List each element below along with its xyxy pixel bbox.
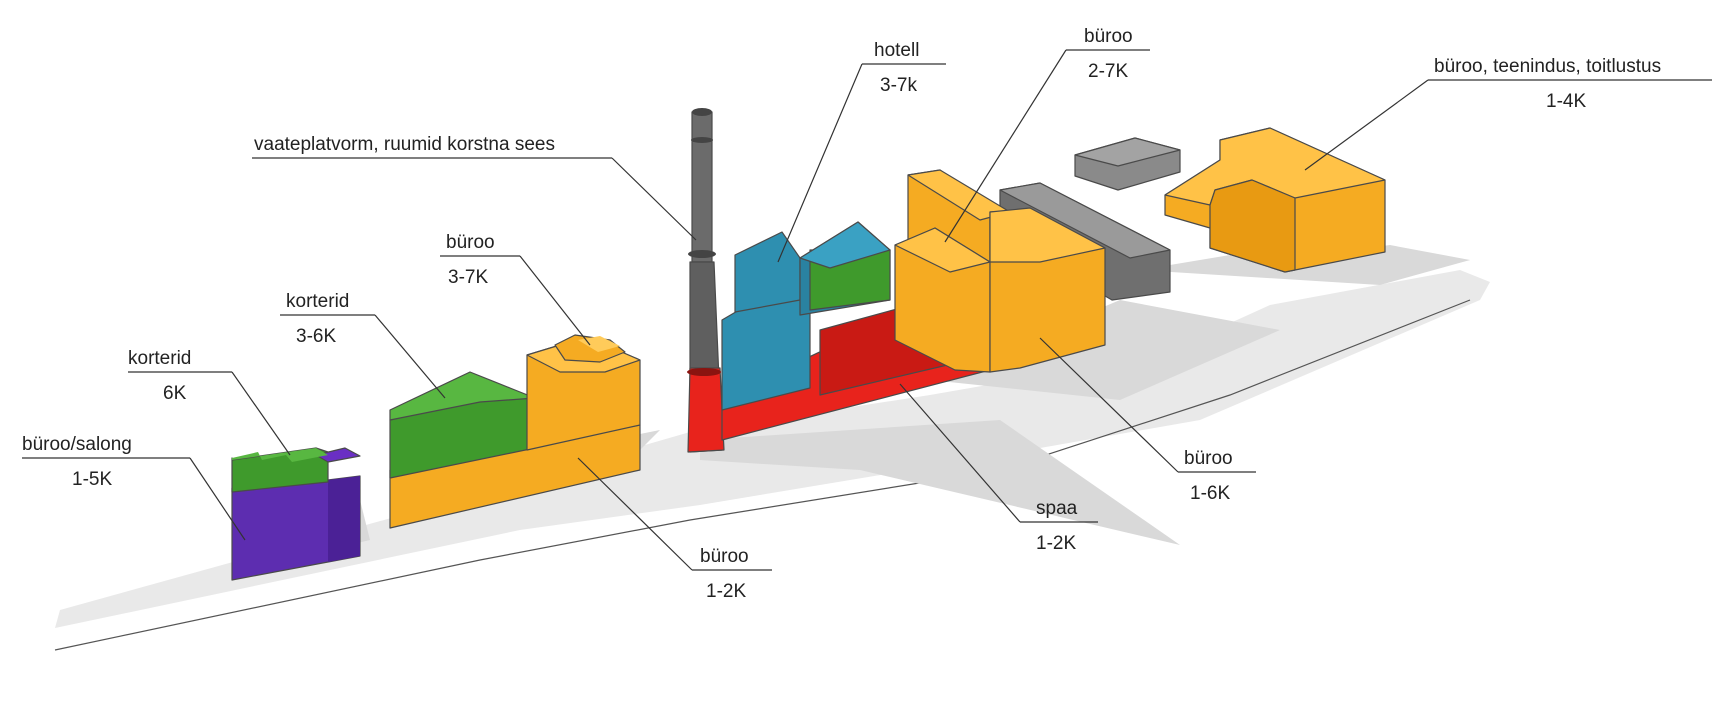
label-office-service-name: büroo, teenindus, toitlustus xyxy=(1434,56,1661,77)
label-salon-name: büroo/salong xyxy=(22,434,132,455)
label-office-37: büroo 3-7K xyxy=(440,232,591,346)
label-office-16-floors: 1-6K xyxy=(1190,483,1230,504)
label-hotel: hotell 3-7k xyxy=(777,40,946,263)
building-office-2-7 xyxy=(894,169,1011,373)
label-apartments-6: korterid 6K xyxy=(128,348,291,456)
label-hotel-floors: 3-7k xyxy=(880,75,917,96)
building-office-service xyxy=(1164,127,1386,273)
label-spa: spaa 1-2K xyxy=(899,383,1098,554)
existing-building-small xyxy=(1074,137,1181,191)
label-chimney: vaateplatvorm, ruumid korstna sees xyxy=(252,134,697,241)
label-spa-floors: 1-2K xyxy=(1036,533,1076,554)
label-office-service: büroo, teenindus, toitlustus 1-4K xyxy=(1304,56,1712,171)
label-spa-name: spaa xyxy=(1036,498,1078,519)
building-salon xyxy=(231,447,361,581)
label-office-12: büroo 1-2K xyxy=(577,457,772,602)
building-apartments-office xyxy=(389,334,641,529)
label-office-27-floors: 2-7K xyxy=(1088,61,1128,82)
label-chimney-name: vaateplatvorm, ruumid korstna sees xyxy=(254,134,555,155)
label-office-37-floors: 3-7K xyxy=(448,267,488,288)
label-office-16-name: büroo xyxy=(1184,448,1233,469)
building-hotel xyxy=(721,221,891,411)
label-salon-floors: 1-5K xyxy=(72,469,112,490)
label-office-16: büroo 1-6K xyxy=(1039,337,1256,504)
label-office-27-name: büroo xyxy=(1084,26,1133,47)
label-apartments-36: korterid 3-6K xyxy=(280,291,446,399)
label-office-37-name: büroo xyxy=(446,232,495,253)
label-office-12-name: büroo xyxy=(700,546,749,567)
chimney xyxy=(687,108,725,453)
label-office-service-floors: 1-4K xyxy=(1546,91,1586,112)
label-apartments-6-name: korterid xyxy=(128,348,191,369)
label-salon: büroo/salong 1-5K xyxy=(22,434,246,541)
label-hotel-name: hotell xyxy=(874,40,919,61)
label-apartments-6-floors: 6K xyxy=(163,383,187,404)
label-office-27: büroo 2-7K xyxy=(944,26,1150,243)
label-office-12-floors: 1-2K xyxy=(706,581,746,602)
building-office-1-6 xyxy=(989,207,1106,373)
label-apartments-36-floors: 3-6K xyxy=(296,326,336,347)
label-apartments-36-name: korterid xyxy=(286,291,349,312)
